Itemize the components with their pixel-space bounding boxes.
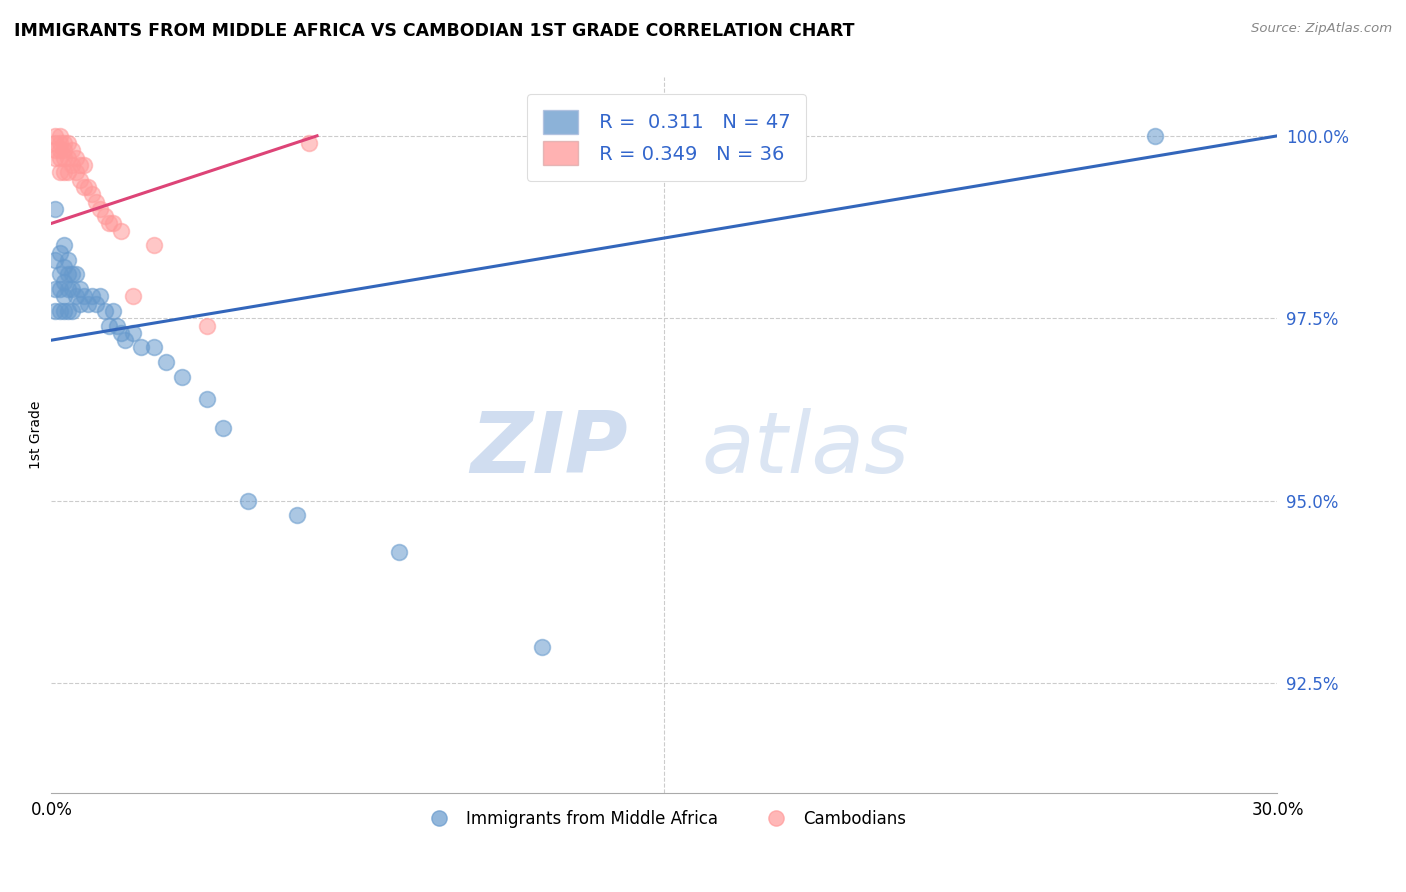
Point [82, 289, 104, 303]
Point [212, 421, 235, 435]
Point [60, 282, 83, 296]
Legend: Immigrants from Middle Africa, Cambodians: Immigrants from Middle Africa, Cambodian… [416, 803, 912, 834]
Point [48, 268, 70, 282]
Point [69, 172, 91, 186]
Point [52, 144, 75, 158]
Point [172, 369, 194, 384]
Text: Source: ZipAtlas.com: Source: ZipAtlas.com [1251, 22, 1392, 36]
Point [48, 245, 70, 260]
Point [93, 304, 115, 318]
Text: atlas: atlas [702, 408, 910, 491]
Point [82, 187, 104, 202]
Point [52, 165, 75, 179]
Point [114, 333, 136, 347]
Point [56, 268, 79, 282]
Point [65, 151, 87, 165]
Point [48, 165, 70, 179]
Point [52, 275, 75, 289]
Point [195, 392, 218, 406]
Point [56, 304, 79, 318]
Text: IMMIGRANTS FROM MIDDLE AFRICA VS CAMBODIAN 1ST GRADE CORRELATION CHART: IMMIGRANTS FROM MIDDLE AFRICA VS CAMBODI… [14, 22, 855, 40]
Point [60, 268, 83, 282]
Point [56, 282, 79, 296]
Point [530, 640, 553, 654]
Point [52, 238, 75, 252]
Point [65, 165, 87, 179]
Point [56, 151, 79, 165]
Point [105, 318, 128, 333]
Point [89, 202, 111, 216]
Point [52, 151, 75, 165]
Point [388, 545, 411, 559]
Point [60, 158, 83, 172]
Point [48, 151, 70, 165]
Point [65, 289, 87, 303]
Point [89, 289, 111, 303]
Point [44, 252, 66, 267]
Point [56, 165, 79, 179]
Point [48, 136, 70, 150]
Point [60, 304, 83, 318]
Point [73, 289, 96, 303]
Point [122, 326, 145, 340]
Point [77, 296, 100, 310]
Point [86, 194, 108, 209]
Point [110, 326, 132, 340]
Point [65, 268, 87, 282]
Point [44, 151, 66, 165]
Point [44, 304, 66, 318]
Point [101, 216, 124, 230]
Point [236, 493, 259, 508]
Point [48, 144, 70, 158]
Point [56, 136, 79, 150]
Point [52, 289, 75, 303]
Point [73, 180, 96, 194]
Point [93, 209, 115, 223]
Point [97, 318, 120, 333]
Point [69, 296, 91, 310]
Point [77, 180, 100, 194]
Point [44, 202, 66, 216]
Point [52, 136, 75, 150]
Point [44, 144, 66, 158]
Point [73, 158, 96, 172]
Point [60, 144, 83, 158]
Point [285, 508, 308, 523]
Point [195, 318, 218, 333]
Point [44, 128, 66, 143]
Point [155, 355, 177, 369]
Point [298, 136, 321, 150]
Point [52, 260, 75, 275]
Point [86, 296, 108, 310]
Y-axis label: 1st Grade: 1st Grade [30, 401, 44, 469]
Point [1143, 128, 1166, 143]
Point [48, 304, 70, 318]
Point [142, 341, 165, 355]
Point [44, 282, 66, 296]
Point [142, 238, 165, 252]
Point [110, 224, 132, 238]
Point [101, 304, 124, 318]
Point [56, 252, 79, 267]
Point [122, 289, 145, 303]
Point [52, 304, 75, 318]
Point [69, 158, 91, 172]
Point [48, 128, 70, 143]
Point [69, 282, 91, 296]
Point [131, 341, 153, 355]
Point [44, 136, 66, 150]
Point [97, 216, 120, 230]
Point [48, 282, 70, 296]
Text: ZIP: ZIP [470, 408, 627, 491]
